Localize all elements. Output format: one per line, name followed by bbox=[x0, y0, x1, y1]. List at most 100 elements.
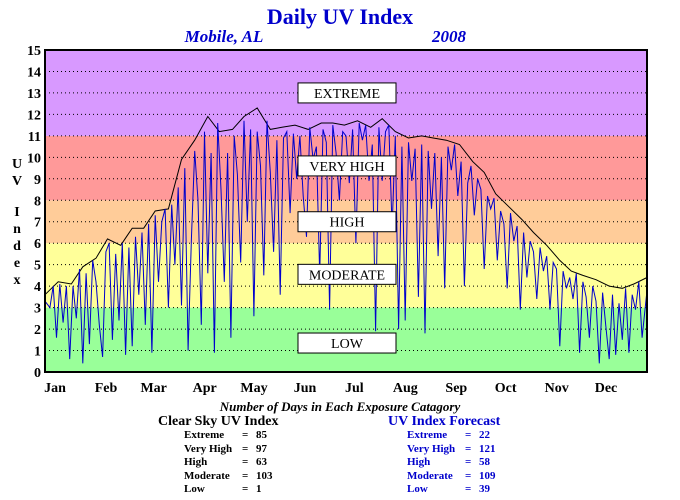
forecast-stat-row-label: Very High bbox=[407, 442, 456, 455]
y-label-letter: U bbox=[12, 157, 22, 172]
y-tick-label: 9 bbox=[34, 173, 41, 188]
clear-sky-stat-row-value: 103 bbox=[256, 469, 273, 482]
clear-sky-stat-row-value: 97 bbox=[256, 442, 267, 455]
clear-sky-stat-row: Extreme = 85 bbox=[158, 429, 278, 443]
clear-sky-stat-row-label: Low bbox=[184, 483, 205, 495]
forecast-stat-row-equals: = bbox=[465, 469, 472, 482]
x-tick-label: Dec bbox=[595, 381, 618, 396]
zone-label: MODERATE bbox=[309, 268, 385, 283]
y-tick-label: 12 bbox=[27, 108, 41, 123]
forecast-stat-row: Extreme = 22 bbox=[388, 429, 500, 443]
forecast-stat-row: Moderate = 109 bbox=[388, 470, 500, 484]
x-tick-label: Oct bbox=[495, 381, 517, 396]
x-tick-label: Mar bbox=[140, 381, 166, 396]
clear-sky-stat-row-label: High bbox=[184, 456, 208, 468]
clear-sky-stat-row-equals: = bbox=[242, 483, 249, 495]
zone-label-box bbox=[297, 332, 397, 354]
y-tick-label: 6 bbox=[34, 237, 41, 252]
forecast-stat-row-label: Extreme bbox=[407, 429, 448, 441]
clear-sky-stat-row-value: 85 bbox=[256, 429, 267, 441]
x-tick-label: Jun bbox=[294, 381, 317, 396]
chart-title: Daily UV Index bbox=[267, 4, 413, 29]
x-tick-label: Jul bbox=[345, 381, 364, 396]
clear-sky-stat-row-label: Extreme bbox=[184, 429, 225, 441]
y-label-letter: x bbox=[14, 273, 21, 288]
x-axis-ticks: Jan Feb Mar Apr May Jun Jul Aug Sep Oct Nov Dec bbox=[44, 381, 617, 396]
forecast-stats: UV Index Forecast Extreme = 22 Very High = 12… bbox=[388, 414, 500, 497]
clear-sky-stat-row-equals: = bbox=[242, 456, 249, 468]
forecast-stat-row-label: High bbox=[407, 456, 431, 468]
x-tick-label: Nov bbox=[545, 381, 569, 396]
y-tick-label: 3 bbox=[34, 302, 41, 317]
forecast-stat-row-value: 121 bbox=[479, 442, 496, 455]
forecast-stat-row-value: 109 bbox=[479, 469, 496, 482]
y-tick-label: 14 bbox=[27, 65, 41, 80]
y-label-letter: n bbox=[13, 222, 21, 237]
y-label-letter: d bbox=[13, 239, 21, 254]
zone-label-box bbox=[297, 82, 397, 104]
x-tick-label: Apr bbox=[193, 381, 217, 396]
stats-caption: Number of Days in Each Exposure Catagory bbox=[219, 399, 461, 414]
x-tick-label: Feb bbox=[95, 381, 118, 396]
clear-sky-stats-title: Clear Sky UV Index bbox=[158, 414, 279, 429]
y-tick-label: 5 bbox=[34, 259, 41, 274]
clear-sky-stat-row-value: 63 bbox=[256, 456, 267, 468]
forecast-stat-row-value: 39 bbox=[479, 483, 490, 495]
x-tick-label: Sep bbox=[445, 381, 467, 396]
y-tick-label: 7 bbox=[34, 216, 41, 231]
forecast-stat-row-label: Moderate bbox=[407, 469, 453, 482]
y-axis-label: UV Index bbox=[12, 157, 22, 288]
y-tick-label: 2 bbox=[34, 323, 41, 338]
forecast-stat-row-equals: = bbox=[465, 429, 472, 441]
series-lines bbox=[44, 107, 648, 364]
zone-labels: LOW MODERATE HIGH VERY HIGH EXTREME bbox=[297, 82, 397, 354]
clear-sky-stat-row: Very High = 97 bbox=[158, 443, 278, 457]
series-line-0 bbox=[44, 107, 648, 296]
y-tick-label: 8 bbox=[34, 194, 41, 209]
y-tick-label: 4 bbox=[34, 280, 41, 295]
y-tick-label: 13 bbox=[27, 87, 41, 102]
y-label-letter: V bbox=[12, 174, 22, 189]
forecast-stat-row-equals: = bbox=[465, 483, 472, 495]
forecast-stat-row: Low = 39 bbox=[388, 483, 500, 497]
y-tick-label: 0 bbox=[34, 366, 41, 381]
forecast-stat-row-value: 22 bbox=[479, 429, 490, 441]
forecast-stat-row-equals: = bbox=[465, 456, 472, 468]
zone-label-box bbox=[297, 263, 397, 285]
forecast-stat-row-equals: = bbox=[465, 442, 472, 455]
x-tick-label: Jan bbox=[44, 381, 66, 396]
zone-label: HIGH bbox=[330, 216, 365, 231]
y-tick-label: 15 bbox=[27, 44, 41, 59]
y-label-letter: e bbox=[14, 256, 20, 271]
zone-label: LOW bbox=[331, 337, 364, 352]
forecast-stat-row: Very High = 121 bbox=[388, 443, 500, 457]
y-tick-label: 10 bbox=[27, 151, 41, 166]
forecast-stat-row-value: 58 bbox=[479, 456, 490, 468]
y-tick-label: 1 bbox=[34, 345, 41, 360]
clear-sky-stat-row: High = 63 bbox=[158, 456, 278, 470]
x-tick-label: May bbox=[240, 381, 267, 396]
zone-label: EXTREME bbox=[314, 87, 380, 102]
clear-sky-stat-row-equals: = bbox=[242, 442, 249, 455]
y-tick-label: 11 bbox=[28, 130, 41, 145]
clear-sky-stat-row-label: Moderate bbox=[184, 469, 230, 482]
forecast-stats-title: UV Index Forecast bbox=[388, 414, 501, 429]
clear-sky-stat-row-equals: = bbox=[242, 469, 249, 482]
clear-sky-stat-row: Low = 1 bbox=[158, 483, 278, 497]
clear-sky-stat-row-value: 1 bbox=[256, 483, 262, 495]
chart-year: 2008 bbox=[431, 27, 467, 46]
plot-frame bbox=[44, 49, 648, 373]
zone-label-box bbox=[297, 155, 397, 177]
zone-label-box bbox=[297, 211, 397, 233]
forecast-stat-row-label: Low bbox=[407, 483, 428, 495]
clear-sky-stat-row-equals: = bbox=[242, 429, 249, 441]
zone-label: VERY HIGH bbox=[309, 160, 384, 175]
clear-sky-stats: Clear Sky UV Index Extreme = 85 Very High = 9… bbox=[158, 414, 278, 497]
chart-location: Mobile, AL bbox=[184, 27, 264, 46]
x-tick-label: Aug bbox=[393, 381, 418, 396]
clear-sky-stat-row: Moderate = 103 bbox=[158, 470, 278, 484]
series-line-1 bbox=[44, 120, 648, 364]
uv-index-chart: Daily UV Index Mobile, AL 2008 UV Index 0… bbox=[12, 4, 648, 396]
clear-sky-stat-row-label: Very High bbox=[184, 442, 233, 455]
